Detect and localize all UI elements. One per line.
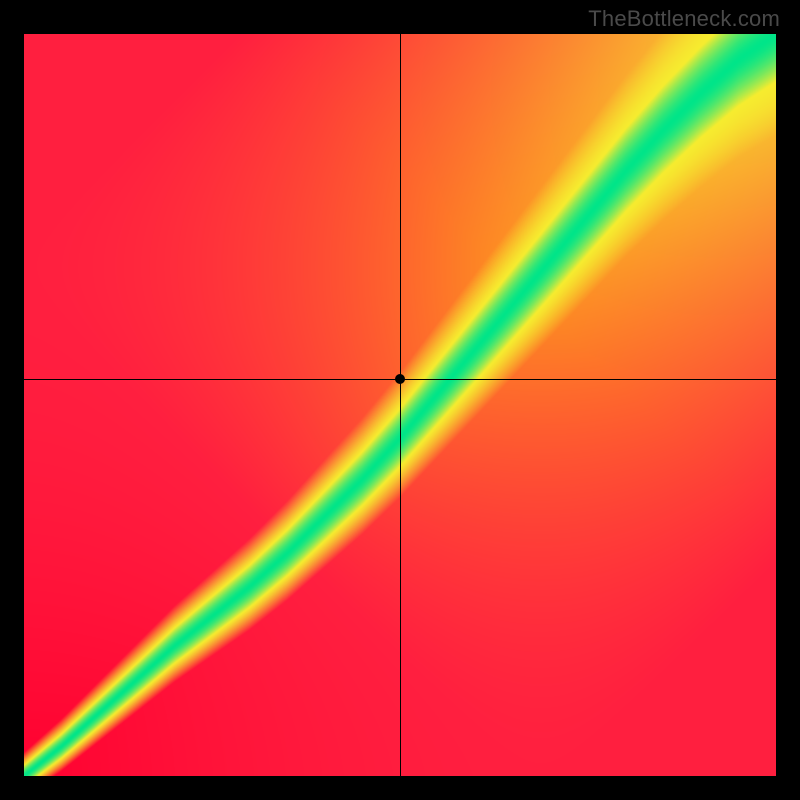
watermark-text: TheBottleneck.com xyxy=(588,6,780,32)
chart-frame: TheBottleneck.com xyxy=(0,0,800,800)
crosshair-marker xyxy=(395,374,405,384)
crosshair-vertical xyxy=(400,34,401,776)
heatmap-plot xyxy=(24,34,776,776)
